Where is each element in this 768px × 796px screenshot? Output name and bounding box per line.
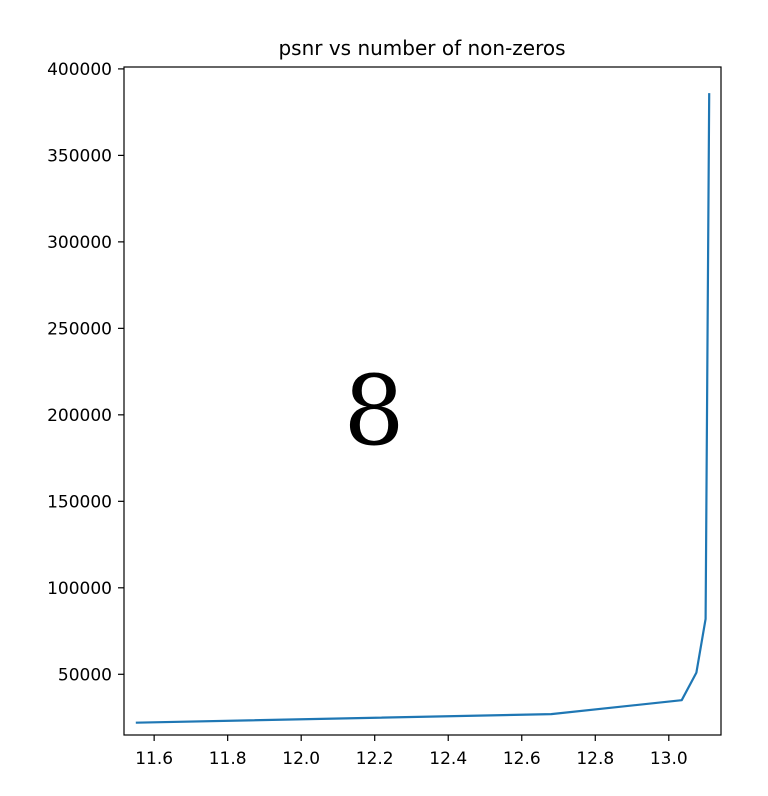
chart-title: psnr vs number of non-zeros xyxy=(278,36,565,60)
x-tick-label: 12.2 xyxy=(356,749,394,769)
x-axis-ticks: 11.6 11.8 12.0 12.2 12.4 12.6 12.8 13.0 xyxy=(135,735,688,769)
y-tick-label: 300000 xyxy=(47,233,112,253)
y-tick-label: 100000 xyxy=(47,579,112,599)
x-tick-label: 11.8 xyxy=(209,749,247,769)
y-tick-label: 50000 xyxy=(58,665,112,685)
y-tick-label: 200000 xyxy=(47,406,112,426)
x-tick-label: 12.8 xyxy=(576,749,614,769)
series-line xyxy=(135,93,711,724)
series-layer xyxy=(135,93,711,724)
x-tick-label: 12.4 xyxy=(429,749,467,769)
overlay-number: 8 xyxy=(343,355,404,467)
y-tick-label: 350000 xyxy=(47,146,112,166)
y-tick-label: 150000 xyxy=(47,492,112,512)
x-tick-label: 12.6 xyxy=(503,749,541,769)
x-tick-label: 12.0 xyxy=(282,749,320,769)
y-tick-label: 250000 xyxy=(47,319,112,339)
x-tick-label: 11.6 xyxy=(135,749,173,769)
plot-background xyxy=(124,67,721,735)
y-axis-ticks: 50000 100000 150000 200000 250000 300000 35000… xyxy=(47,60,124,685)
x-tick-label: 13.0 xyxy=(650,749,688,769)
y-tick-label: 400000 xyxy=(47,60,112,80)
plot-frame xyxy=(123,66,722,736)
